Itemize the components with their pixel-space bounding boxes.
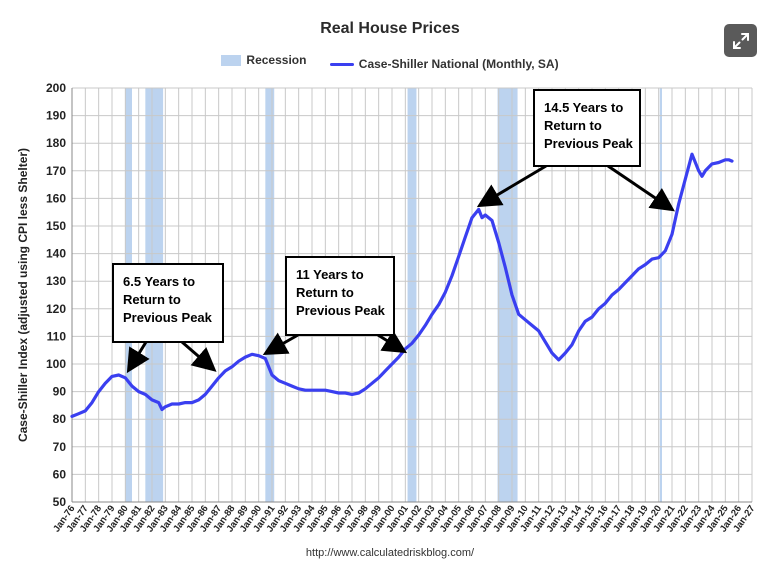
- annotation-text: Previous Peak: [123, 310, 213, 325]
- series-line: [70, 152, 734, 418]
- y-tick-label: 90: [53, 385, 67, 399]
- chart-title: Real House Prices: [320, 20, 460, 37]
- legend-swatch-case-shiller: [329, 62, 354, 66]
- y-tick-label: 170: [46, 164, 66, 178]
- y-tick-label: 140: [46, 247, 66, 261]
- legend-swatch-recession: [221, 54, 242, 66]
- y-tick-label: 100: [46, 357, 66, 371]
- recession-band: [659, 88, 662, 502]
- y-tick-label: 120: [46, 302, 66, 316]
- annotation-text: Previous Peak: [544, 136, 634, 151]
- annotation-box: [112, 263, 224, 343]
- y-tick-label: 110: [47, 329, 67, 343]
- legend-label-case-shiller: Case-Shiller National (Monthly, SA): [358, 57, 559, 71]
- annotation-text: 11 Years to: [296, 267, 364, 282]
- annotation-arrow: [126, 341, 150, 374]
- annotation-text: Previous Peak: [296, 303, 386, 318]
- annotation-text: Return to: [296, 285, 354, 300]
- annotation-box: [285, 256, 395, 336]
- y-tick-label: 130: [46, 274, 66, 288]
- annotation-box: [533, 89, 641, 167]
- y-axis-label: Case-Shiller Index (adjusted using CPI l…: [16, 148, 30, 442]
- recession-band: [407, 88, 417, 502]
- recession-band: [497, 88, 518, 502]
- annotation-text: 14.5 Years to: [544, 100, 623, 115]
- annotation-text: Return to: [544, 118, 602, 133]
- y-tick-label: 160: [46, 191, 66, 205]
- legend-item-recession: Recession: [221, 53, 306, 67]
- y-tick-label: 180: [46, 136, 66, 150]
- y-tick-label: 70: [53, 440, 67, 454]
- annotation-arrow: [262, 332, 299, 355]
- annotation-text: Return to: [123, 292, 181, 307]
- chart-legend: Recession Case-Shiller National (Monthly…: [0, 53, 780, 71]
- y-tick-label: 50: [53, 495, 67, 509]
- annotation-arrow: [377, 330, 408, 354]
- annotation-arrow: [607, 164, 675, 212]
- y-tick-label: 150: [46, 219, 66, 233]
- annotation-arrow: [476, 164, 547, 208]
- source-url: http://www.calculatedriskblog.com/: [305, 547, 475, 559]
- y-tick-label: 80: [53, 412, 67, 426]
- expand-button[interactable]: [724, 24, 757, 57]
- y-tick-label: 200: [46, 81, 66, 95]
- annotation-arrow: [181, 340, 217, 372]
- recession-band: [265, 88, 275, 502]
- y-tick-label: 60: [53, 467, 67, 481]
- expand-arrows-icon: [732, 32, 749, 49]
- legend-item-case-shiller: Case-Shiller National (Monthly, SA): [329, 57, 559, 71]
- annotation-text: 6.5 Years to: [123, 274, 195, 289]
- legend-label-recession: Recession: [246, 53, 307, 67]
- y-tick-label: 190: [46, 109, 66, 123]
